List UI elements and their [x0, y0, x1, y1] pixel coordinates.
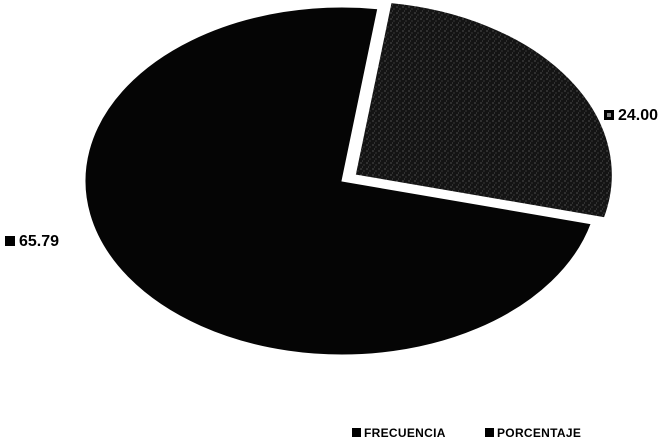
data-label-65-79-marker [5, 236, 15, 246]
pie-slice-24-00 [354, 2, 613, 219]
legend-swatch-porcentaje [485, 428, 494, 437]
data-label-65-79: 65.79 [5, 233, 59, 250]
pie-slice-65-79 [84, 6, 592, 356]
pie-slices [84, 2, 613, 356]
data-label-24-00: 24.00 [604, 107, 658, 124]
legend-label-porcentaje: PORCENTAJE [497, 426, 581, 440]
data-label-65-79-text: 65.79 [19, 233, 59, 250]
legend-label-frecuencia: FRECUENCIA [364, 426, 446, 440]
legend-swatch-frecuencia [352, 428, 361, 437]
legend: FRECUENCIA PORCENTAJE [352, 426, 581, 440]
legend-item-frecuencia: FRECUENCIA [352, 426, 446, 440]
data-label-24-00-text: 24.00 [618, 107, 658, 124]
legend-item-porcentaje: PORCENTAJE [485, 426, 581, 440]
